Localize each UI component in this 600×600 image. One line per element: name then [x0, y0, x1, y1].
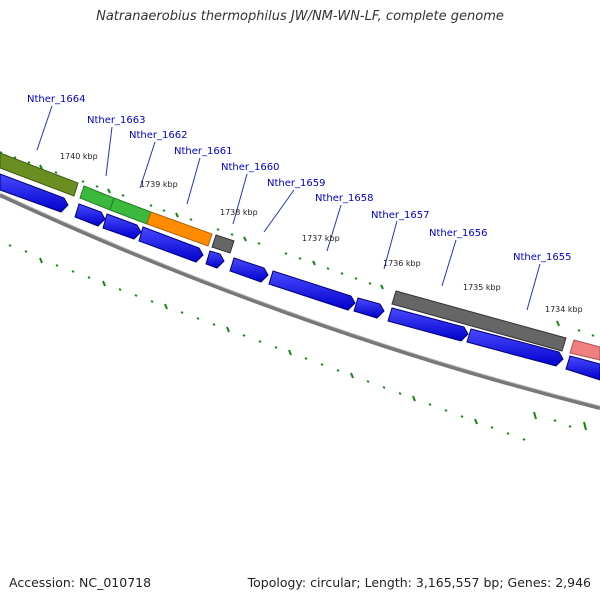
cds-arrow[interactable] — [387, 307, 469, 342]
reverse-strand — [0, 173, 600, 381]
gene-label[interactable]: Nther_1655 — [513, 252, 571, 263]
cds-arrow[interactable] — [466, 328, 564, 367]
outer-tick-ring — [0, 151, 595, 340]
gene-label[interactable]: Nther_1660 — [221, 162, 279, 173]
gene-label[interactable]: Nther_1663 — [87, 115, 145, 126]
scale-labels: 1740 kbp 1739 kbp 1738 kbp 1737 kbp 1736… — [60, 152, 583, 314]
kbp-label: 1739 kbp — [140, 180, 178, 189]
leader-lines — [36, 105, 541, 311]
map-title: Natranaerobius thermophilus JW/NM-WN-LF,… — [96, 9, 504, 24]
accession-text: Accession: NC_010718 — [9, 575, 152, 590]
cds-arrow[interactable] — [0, 173, 69, 213]
genome-summary-text: Topology: circular; Length: 3,165,557 bp… — [247, 575, 591, 590]
cds-arrow[interactable] — [74, 203, 106, 227]
cds-arrow[interactable] — [102, 213, 142, 240]
kbp-label: 1737 kbp — [302, 234, 340, 243]
inner-tick-ring — [8, 244, 587, 441]
gene-block-orange[interactable] — [146, 211, 213, 247]
cds-arrow[interactable] — [229, 257, 269, 283]
gene-block-olive[interactable] — [0, 152, 79, 197]
cds-arrow[interactable] — [138, 226, 204, 263]
kbp-label: 1738 kbp — [220, 208, 258, 217]
cds-arrow[interactable] — [205, 250, 225, 269]
gene-label[interactable]: Nther_1661 — [174, 146, 232, 157]
gene-block-gray-small[interactable] — [211, 234, 235, 254]
gene-label[interactable]: Nther_1657 — [371, 210, 429, 221]
cds-arrow[interactable] — [353, 297, 385, 319]
gene-block-gray-long[interactable] — [391, 290, 567, 352]
gene-label[interactable]: Nther_1664 — [27, 94, 85, 105]
gene-block-pink[interactable] — [569, 339, 600, 361]
gene-label[interactable]: Nther_1658 — [315, 193, 373, 204]
gene-labels: Nther_1664 Nther_1663 Nther_1662 Nther_1… — [27, 94, 571, 263]
gene-label[interactable]: Nther_1662 — [129, 130, 187, 141]
kbp-label: 1735 kbp — [463, 283, 501, 292]
cds-arrow[interactable] — [268, 270, 356, 311]
cds-arrow[interactable] — [565, 355, 600, 381]
gene-label[interactable]: Nther_1656 — [429, 228, 487, 239]
forward-strand — [0, 152, 600, 361]
gene-label[interactable]: Nther_1659 — [267, 178, 325, 189]
genome-backbone — [0, 193, 600, 410]
kbp-label: 1740 kbp — [60, 152, 98, 161]
kbp-label: 1734 kbp — [545, 305, 583, 314]
kbp-label: 1736 kbp — [383, 259, 421, 268]
